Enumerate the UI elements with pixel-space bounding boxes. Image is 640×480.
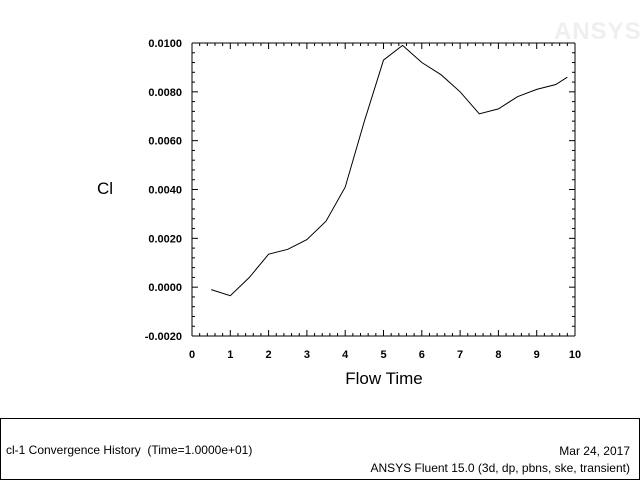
y-tick-label: 0.0000 xyxy=(148,282,182,294)
plot-title: cl-1 Convergence History (Time=1.0000e+0… xyxy=(6,443,253,457)
x-tick-label: 1 xyxy=(227,349,233,361)
x-tick-label: 2 xyxy=(266,349,272,361)
x-tick-label: 6 xyxy=(419,349,425,361)
y-tick-label: 0.0100 xyxy=(148,38,182,50)
cl-series-line xyxy=(211,44,568,297)
convergence-plot: 0 1 2 3 4 5 6 7 8 9 10 -0.0020 0.0000 0.0020 0.0040 0.0… xyxy=(97,38,581,388)
x-tick-label: 5 xyxy=(380,349,386,361)
y-axis-label: Cl xyxy=(97,179,113,198)
footer-info: Mar 24, 2017 ANSYS Fluent 15.0 (3d, dp, … xyxy=(371,443,630,477)
x-axis-label: Flow Time xyxy=(345,369,422,388)
x-tick-label: 4 xyxy=(342,349,349,361)
x-tick-label: 7 xyxy=(457,349,463,361)
x-tick-label: 0 xyxy=(189,349,195,361)
y-tick-label: -0.0020 xyxy=(145,331,182,343)
x-tick-label: 3 xyxy=(304,349,310,361)
y-tick-label: 0.0020 xyxy=(148,233,182,245)
y-tick-label: 0.0080 xyxy=(148,87,182,99)
plot-footer: cl-1 Convergence History (Time=1.0000e+0… xyxy=(0,418,640,480)
solver-info: ANSYS Fluent 15.0 (3d, dp, pbns, ske, tr… xyxy=(370,461,630,475)
y-tick-label: 0.0040 xyxy=(148,185,182,197)
x-tick-label: 8 xyxy=(495,349,501,361)
plot-axes xyxy=(191,42,576,337)
y-tick-label: 0.0060 xyxy=(148,136,182,148)
plot-date: Mar 24, 2017 xyxy=(559,444,630,458)
x-tick-label: 10 xyxy=(569,349,581,361)
plot-ticks: 0 1 2 3 4 5 6 7 8 9 10 -0.0020 0.0000 0.0020 0.0040 0.0… xyxy=(145,38,581,361)
x-tick-label: 9 xyxy=(534,349,540,361)
